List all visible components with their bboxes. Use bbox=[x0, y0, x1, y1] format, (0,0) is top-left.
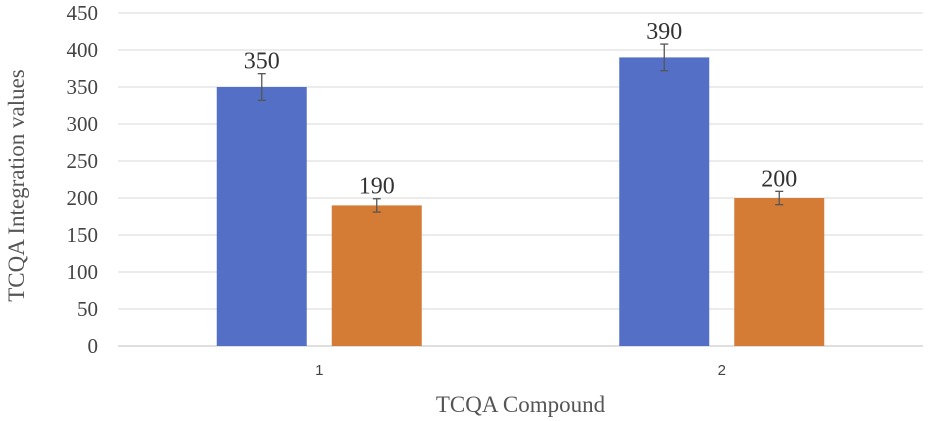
bars bbox=[216, 57, 825, 347]
data-label: 190 bbox=[359, 174, 395, 200]
y-tick-label: 50 bbox=[77, 297, 98, 321]
data-labels: 350 190 390 200 bbox=[244, 19, 798, 200]
y-tick-label: 450 bbox=[67, 1, 99, 25]
bar bbox=[216, 87, 307, 346]
y-tick-label: 100 bbox=[67, 260, 99, 284]
data-label: 200 bbox=[761, 166, 797, 192]
y-tick-label: 150 bbox=[67, 223, 99, 247]
bar bbox=[734, 198, 825, 346]
bar bbox=[619, 57, 710, 347]
y-axis-tick-labels: 0 50 100 150 200 250 300 350 400 450 bbox=[67, 1, 99, 358]
data-label: 350 bbox=[244, 49, 280, 75]
y-tick-label: 300 bbox=[67, 112, 99, 136]
y-axis-title: TCQA Integration values bbox=[4, 69, 29, 302]
y-tick-label: 200 bbox=[67, 186, 99, 210]
data-label: 390 bbox=[646, 19, 682, 45]
y-tick-label: 250 bbox=[67, 149, 99, 173]
x-tick-label: 2 bbox=[718, 362, 726, 379]
y-tick-label: 400 bbox=[67, 38, 99, 62]
x-axis-title: TCQA Compound bbox=[436, 392, 606, 417]
y-tick-label: 0 bbox=[88, 334, 99, 358]
x-tick-label: 1 bbox=[315, 362, 323, 379]
bar bbox=[331, 205, 422, 346]
error-bars bbox=[257, 43, 784, 213]
y-tick-label: 350 bbox=[67, 75, 99, 99]
